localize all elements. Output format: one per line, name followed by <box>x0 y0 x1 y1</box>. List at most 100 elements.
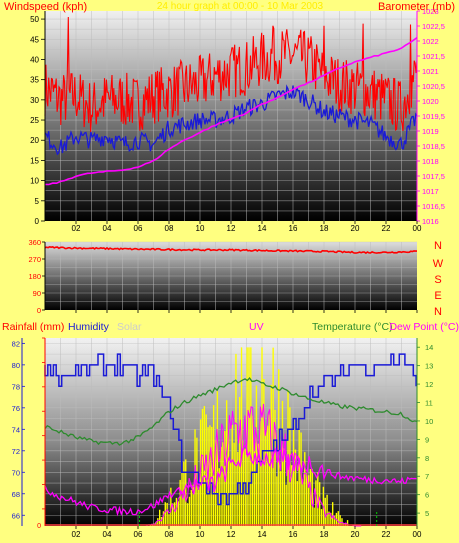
barometer-y-tick-label: 1018,5 <box>422 142 445 151</box>
wind-direction-series <box>44 245 417 255</box>
barometer-y-tick-label: 1018 <box>422 157 439 166</box>
windspeed-series <box>44 84 418 156</box>
barometer-y-tick-label: 1021,5 <box>422 52 445 61</box>
barometer-y-tick-label: 1017 <box>422 187 439 196</box>
temperature-y-tick-label: 10 <box>425 417 433 426</box>
temperature-y-tick-label: 7 <box>425 472 429 481</box>
wind-y-tick-label: 45 <box>30 35 39 44</box>
barometer-y-tick-label: 1020,5 <box>422 82 445 91</box>
humidity-y-tick-label: 82 <box>12 339 20 348</box>
wind-y-tick-label: 5 <box>35 197 40 206</box>
time-tick-label: 18 <box>320 530 329 539</box>
time-tick-label: 22 <box>382 224 391 233</box>
chart-marks <box>44 16 418 527</box>
time-tick-label: 02 <box>72 224 81 233</box>
direction-label-n1: N <box>434 240 442 252</box>
humidity-y-tick-label: 68 <box>12 490 20 499</box>
wind-y-tick-label: 50 <box>30 15 39 24</box>
humidity-y-tick-label: 70 <box>12 468 20 477</box>
humidity-y-tick-label: 72 <box>12 447 20 456</box>
time-tick-label: 04 <box>103 224 112 233</box>
humidity-y-tick-label: 74 <box>12 425 20 434</box>
direction-label-s: S <box>434 274 441 286</box>
time-tick-label: 14 <box>258 224 267 233</box>
time-tick-label: 10 <box>196 224 205 233</box>
time-tick-label: 02 <box>72 530 81 539</box>
time-tick-label: 18 <box>320 224 329 233</box>
direction-label-n2: N <box>434 306 442 318</box>
direction-y-tick-label: 90 <box>33 289 41 298</box>
time-tick-label: 22 <box>382 530 391 539</box>
wind-gust-series <box>44 16 418 133</box>
uv-series <box>145 403 362 527</box>
time-tick-label: 06 <box>134 530 143 539</box>
barometer-series <box>44 36 418 186</box>
direction-y-tick-label: 180 <box>28 272 41 281</box>
time-tick-label: 16 <box>289 224 298 233</box>
direction-y-tick-label: 270 <box>28 255 41 264</box>
legend-uv: UV <box>249 321 264 333</box>
temperature-y-tick-label: 12 <box>425 380 433 389</box>
barometer-y-tick-label: 1022,5 <box>422 22 445 31</box>
wind-y-tick-label: 25 <box>30 116 39 125</box>
direction-label-e: E <box>434 290 441 302</box>
barometer-y-tick-label: 1022 <box>422 37 439 46</box>
legend-temperature: Temperature (°C) <box>312 321 393 333</box>
temperature-y-tick-label: 14 <box>425 343 433 352</box>
temperature-y-tick-label: 6 <box>425 491 429 500</box>
time-tick-label: 12 <box>227 530 236 539</box>
legend-rainfall: Rainfall (mm) <box>2 321 64 333</box>
humidity-y-tick-label: 78 <box>12 382 20 391</box>
temperature-y-tick-label: 9 <box>425 435 429 444</box>
temperature-y-tick-label: 5 <box>425 509 429 518</box>
time-tick-label: 12 <box>227 224 236 233</box>
barometer-y-tick-label: 1016 <box>422 217 439 226</box>
windspeed-axis-title: Windspeed (kph) <box>4 1 87 13</box>
wind-y-tick-label: 35 <box>30 76 39 85</box>
axes: 0510152025303540455010161016,510171017,5… <box>12 7 445 539</box>
legend-solar: Solar <box>117 321 142 333</box>
direction-y-tick-label: 0 <box>37 306 41 315</box>
barometer-y-tick-label: 1021 <box>422 67 439 76</box>
time-tick-label: 10 <box>196 530 205 539</box>
legend-humidity: Humidity <box>68 321 110 333</box>
wind-y-tick-label: 40 <box>30 55 39 64</box>
time-tick-label: 00 <box>413 224 422 233</box>
wind-y-tick-label: 0 <box>35 217 40 226</box>
time-tick-label: 20 <box>351 224 360 233</box>
chart-title: 24 hour graph at 00:00 - 10 Mar 2003 <box>157 1 324 12</box>
legend-dew-point: Dew Point (°C) <box>389 321 459 333</box>
direction-label-w: W <box>433 258 444 270</box>
humidity-y-tick-label: 80 <box>12 361 20 370</box>
temperature-series <box>44 376 418 446</box>
dew-point-series <box>44 443 418 517</box>
barometer-y-tick-label: 1017,5 <box>422 172 445 181</box>
time-tick-label: 00 <box>413 530 422 539</box>
time-tick-label: 20 <box>351 530 360 539</box>
humidity-series <box>44 353 417 506</box>
time-tick-label: 08 <box>165 530 174 539</box>
barometer-y-tick-label: 1023 <box>422 7 439 16</box>
humidity-y-tick-label: 66 <box>12 511 20 520</box>
time-tick-label: 16 <box>289 530 298 539</box>
time-tick-label: 04 <box>103 530 112 539</box>
rainfall-y-tick-label: 0 <box>37 523 41 530</box>
wind-y-tick-label: 10 <box>30 177 39 186</box>
time-tick-label: 14 <box>258 530 267 539</box>
direction-y-tick-label: 360 <box>28 238 41 247</box>
wind-y-tick-label: 30 <box>30 96 39 105</box>
barometer-y-tick-label: 1016,5 <box>422 202 445 211</box>
time-tick-label: 06 <box>134 224 143 233</box>
wind-y-tick-label: 15 <box>30 156 39 165</box>
barometer-y-tick-label: 1019 <box>422 127 439 136</box>
barometer-axis-title: Barometer (mb) <box>378 1 455 13</box>
humidity-y-tick-label: 76 <box>12 404 20 413</box>
wind-y-tick-label: 20 <box>30 136 39 145</box>
temperature-y-tick-label: 11 <box>425 399 433 408</box>
barometer-y-tick-label: 1020 <box>422 97 439 106</box>
time-tick-label: 08 <box>165 224 174 233</box>
temperature-y-tick-label: 8 <box>425 454 429 463</box>
temperature-y-tick-label: 13 <box>425 362 433 371</box>
barometer-y-tick-label: 1019,5 <box>422 112 445 121</box>
